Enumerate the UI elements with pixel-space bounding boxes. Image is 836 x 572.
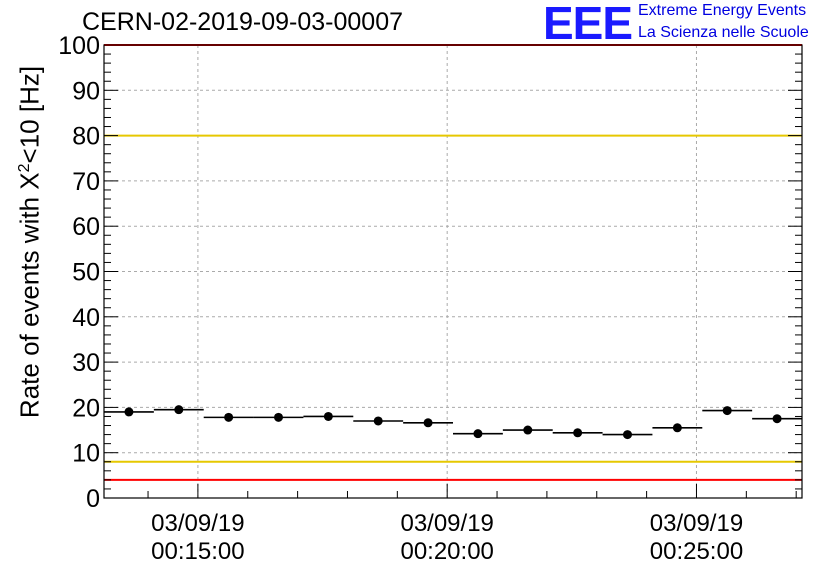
data-point bbox=[423, 418, 433, 428]
data-point bbox=[124, 407, 134, 417]
y-tick-label: 30 bbox=[72, 349, 100, 377]
eee-logo: EEE bbox=[543, 0, 633, 49]
x-tick-time: 00:15:00 bbox=[151, 538, 244, 565]
data-point bbox=[623, 430, 632, 440]
y-tick-label: 90 bbox=[72, 77, 100, 105]
y-tick-label: 80 bbox=[72, 123, 100, 151]
x-tick-time: 00:25:00 bbox=[650, 538, 743, 565]
x-tick-time: 00:20:00 bbox=[400, 538, 493, 565]
data-point bbox=[174, 405, 184, 415]
data-point bbox=[722, 406, 732, 416]
run-title: CERN-02-2019-09-03-00007 bbox=[82, 8, 404, 36]
data-point bbox=[274, 412, 283, 422]
y-tick-label: 0 bbox=[86, 485, 100, 513]
y-tick-label: 100 bbox=[58, 32, 100, 60]
data-point bbox=[473, 429, 483, 439]
data-point bbox=[224, 412, 234, 422]
x-tick-date: 03/09/19 bbox=[400, 510, 493, 537]
data-point bbox=[373, 416, 383, 426]
data-point bbox=[523, 425, 533, 435]
y-tick-label: 20 bbox=[72, 394, 100, 422]
data-point bbox=[323, 411, 333, 421]
x-tick-date: 03/09/19 bbox=[151, 510, 244, 537]
x-tick-date: 03/09/19 bbox=[650, 510, 743, 537]
y-tick-label: 70 bbox=[72, 168, 100, 196]
logo-line-1: Extreme Energy Events bbox=[638, 2, 807, 19]
logo-line-2: La Scienza nelle Scuole bbox=[638, 24, 809, 41]
data-point bbox=[772, 414, 782, 424]
y-tick-label: 40 bbox=[72, 304, 100, 332]
y-tick-label: 50 bbox=[72, 259, 100, 287]
y-tick-label: 10 bbox=[72, 440, 100, 468]
data-point bbox=[573, 428, 583, 438]
data-point bbox=[672, 423, 682, 433]
y-tick-label: 60 bbox=[72, 213, 100, 241]
